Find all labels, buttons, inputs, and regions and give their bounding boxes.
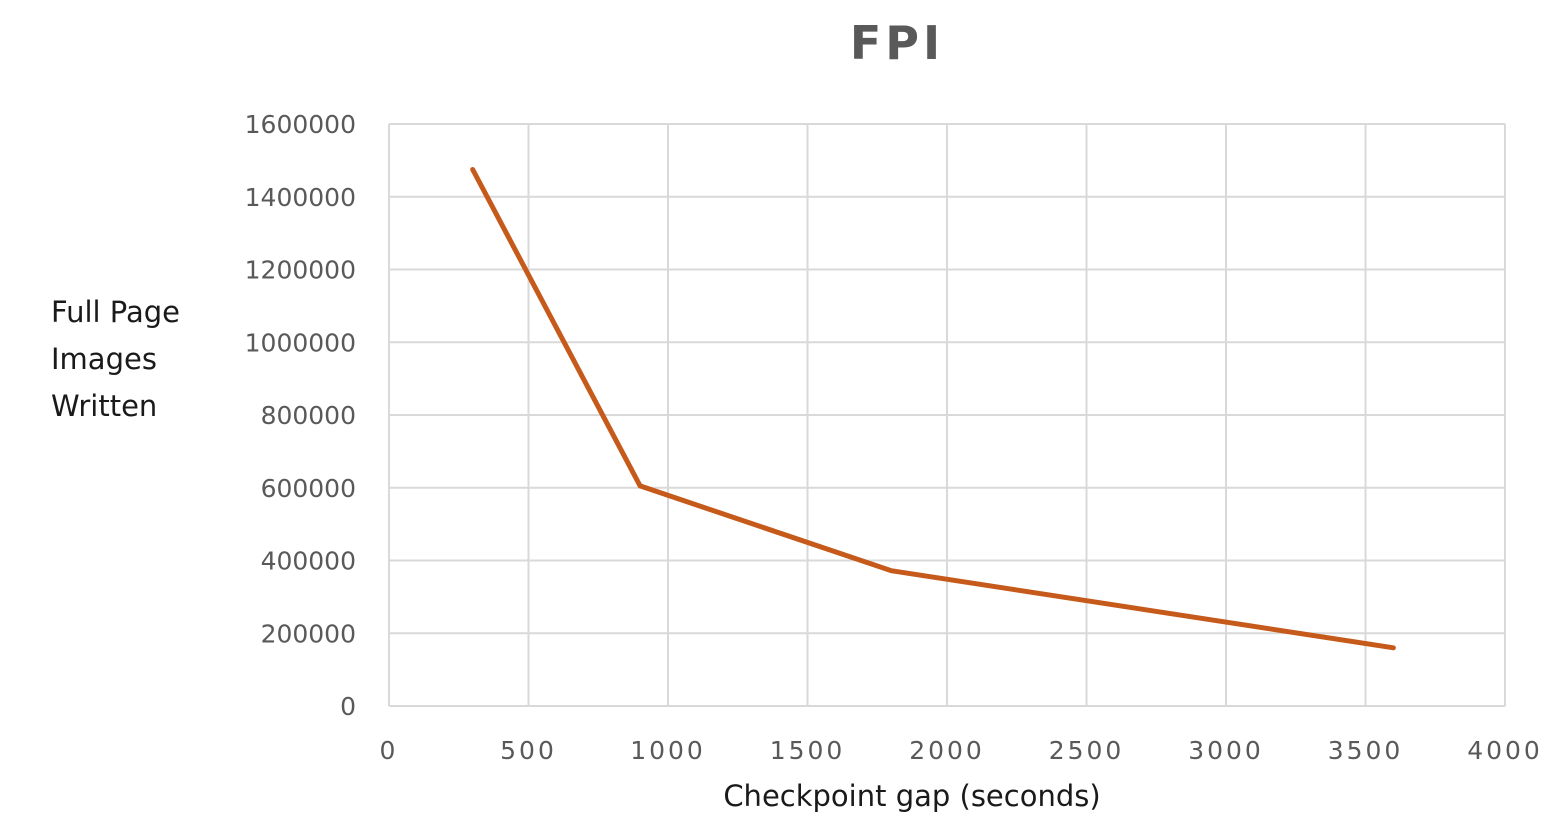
x-tick-label: 1500 <box>770 736 846 765</box>
y-tick-label: 600000 <box>261 474 356 503</box>
y-tick-label: 400000 <box>261 547 356 576</box>
x-tick-label: 500 <box>500 736 557 765</box>
chart-title: FPI <box>850 16 944 70</box>
y-tick-label: 1000000 <box>245 328 356 357</box>
y-axis-title: Full Page Images Written <box>51 295 189 423</box>
y-tick-label: 1400000 <box>245 183 356 212</box>
series-line <box>470 167 1396 651</box>
y-axis-title-line-1: Full Page <box>51 295 180 329</box>
x-tick-label: 2500 <box>1049 736 1125 765</box>
x-axis-title: Checkpoint gap (seconds) <box>723 779 1100 813</box>
y-axis-tick-labels: 0 200000 400000 600000 800000 1000000 1200000 1… <box>245 110 356 721</box>
y-tick-label: 200000 <box>261 619 356 648</box>
data-series <box>470 167 1396 651</box>
x-tick-label: 0 <box>380 736 399 765</box>
x-tick-label: 2000 <box>909 736 985 765</box>
x-tick-label: 4000 <box>1467 736 1543 765</box>
y-tick-label: 1600000 <box>245 110 356 139</box>
y-tick-label: 0 <box>340 692 356 721</box>
x-axis-tick-labels: 0 500 1000 1500 2000 2500 3000 3500 4000 <box>380 736 1543 765</box>
y-axis-title-line-2: Images <box>51 342 157 376</box>
x-tick-label: 3000 <box>1188 736 1264 765</box>
y-tick-label: 800000 <box>261 401 356 430</box>
y-axis-title-line-3: Written <box>51 389 157 423</box>
x-tick-label: 1000 <box>630 736 706 765</box>
y-tick-label: 1200000 <box>245 256 356 285</box>
x-tick-label: 3500 <box>1328 736 1404 765</box>
gridlines <box>388 123 1506 707</box>
